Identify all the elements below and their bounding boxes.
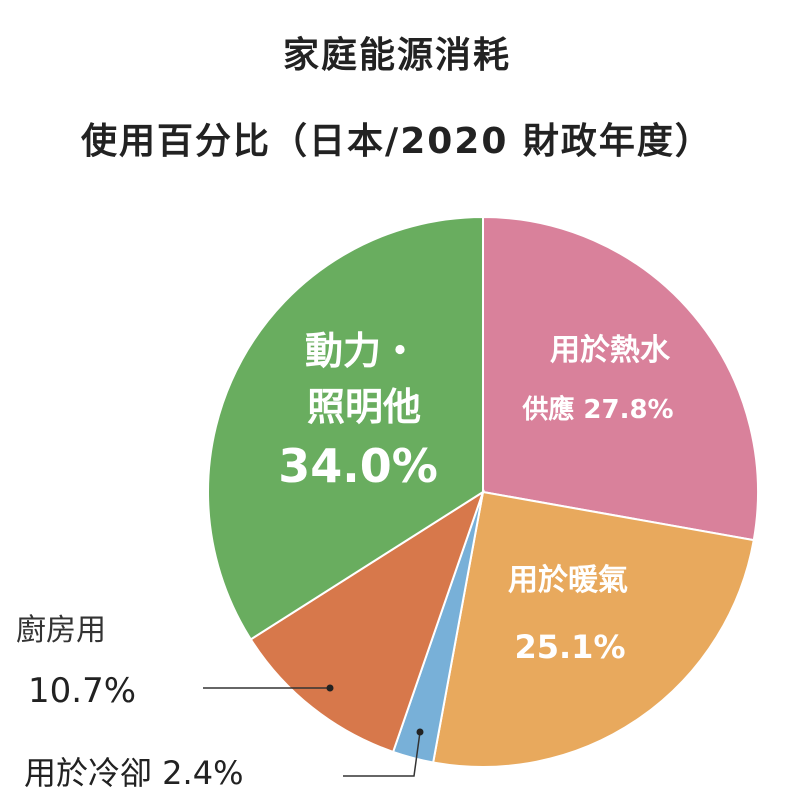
label-power-value: 34.0%	[278, 439, 438, 493]
label-heating-value: 25.1%	[514, 628, 625, 666]
label-heating-name: 用於暖氣	[508, 563, 628, 598]
pie-slice-4	[207, 215, 484, 641]
leader-dot-kitchen	[326, 684, 334, 692]
label-hot-water-name: 用於熱水	[550, 333, 671, 368]
label-power-name-2: 照明他	[307, 385, 421, 429]
pie-slice-0	[482, 215, 759, 542]
label-kitchen-name: 廚房用	[16, 613, 106, 648]
label-power-name-1: 動力・	[305, 329, 419, 373]
chart-subtitle: 使用百分比（日本/2020 財政年度）	[81, 121, 713, 162]
pie-slice-3	[249, 489, 485, 754]
chart-title: 家庭能源消耗	[282, 35, 511, 76]
leader-line-cooling	[343, 731, 421, 777]
leader-dot-cooling	[416, 728, 424, 736]
pie-slice-1	[432, 490, 755, 768]
label-kitchen-value: 10.7%	[28, 671, 136, 711]
label-hot-water-value: 供應 27.8%	[521, 394, 673, 425]
label-cooling: 用於冷卻 2.4%	[24, 754, 243, 792]
